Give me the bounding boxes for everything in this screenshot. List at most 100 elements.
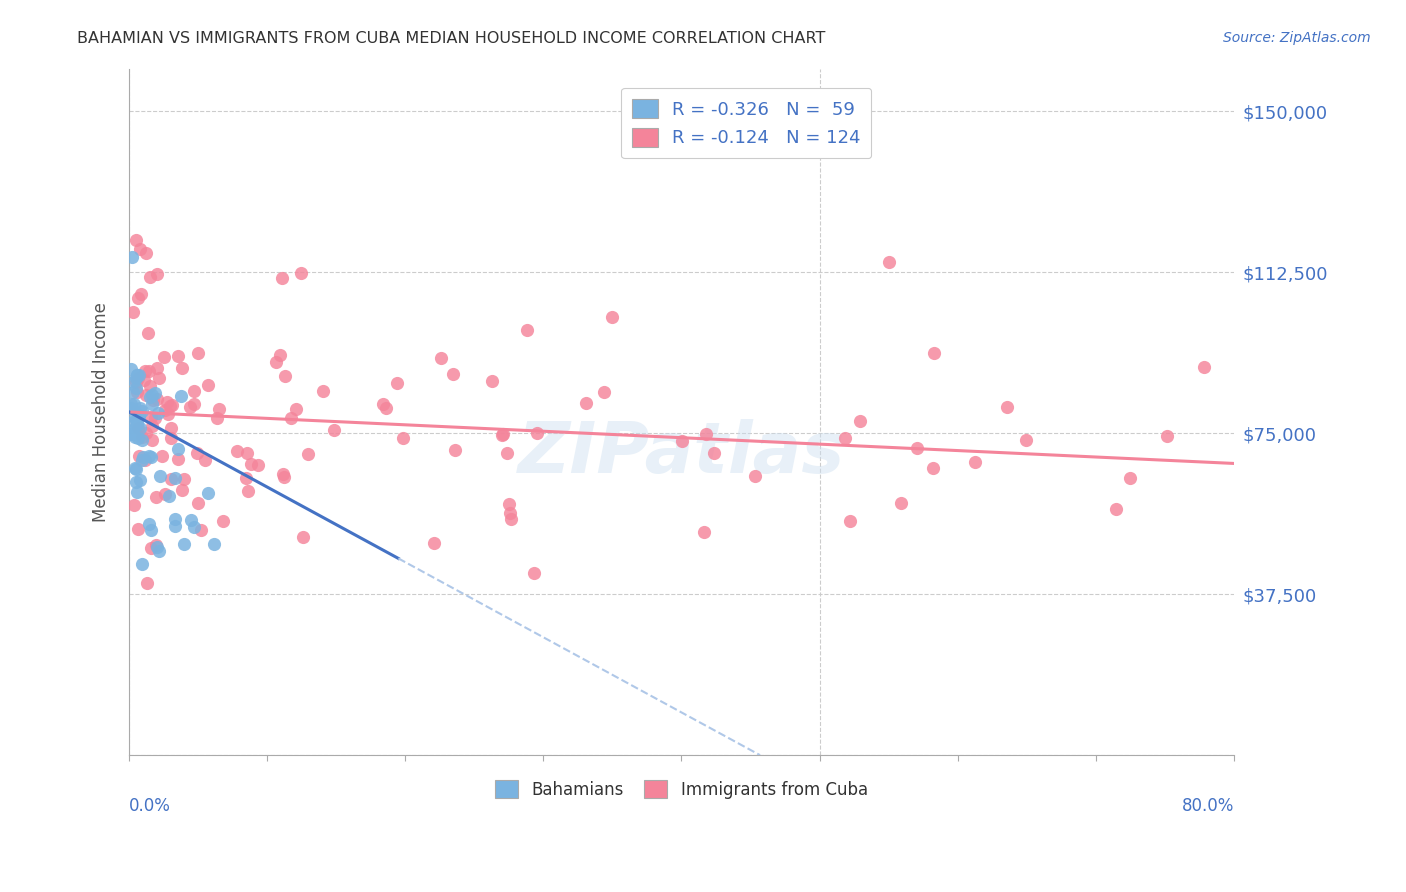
Point — [492, 427, 515, 442]
Point — [877, 254, 900, 268]
Point — [187, 496, 209, 510]
Point — [271, 271, 294, 285]
Point — [311, 384, 333, 399]
Point — [142, 392, 165, 407]
Text: 0.0%: 0.0% — [129, 797, 172, 814]
Point — [269, 348, 291, 362]
Point — [131, 430, 153, 444]
Point — [134, 453, 156, 467]
Point — [128, 409, 150, 423]
Point — [392, 431, 415, 445]
Point — [374, 401, 396, 416]
Point — [1118, 471, 1140, 485]
Point — [744, 469, 766, 483]
Point — [273, 470, 295, 484]
Point — [121, 423, 143, 437]
Point — [156, 395, 179, 409]
Point — [247, 458, 270, 472]
Point — [671, 434, 693, 448]
Point — [124, 498, 146, 512]
Point — [183, 384, 205, 398]
Point — [274, 368, 297, 383]
Point — [905, 441, 928, 455]
Point — [593, 384, 616, 399]
Point — [124, 460, 146, 475]
Point — [139, 390, 162, 404]
Point — [180, 513, 202, 527]
Point — [125, 233, 148, 247]
Point — [122, 427, 145, 442]
Point — [834, 431, 856, 445]
Point — [173, 537, 195, 551]
Point — [285, 401, 308, 416]
Point — [165, 471, 187, 485]
Point — [141, 523, 163, 537]
Point — [186, 446, 208, 460]
Point — [125, 368, 148, 382]
Point — [499, 506, 522, 520]
Point — [297, 447, 319, 461]
Point — [160, 421, 183, 435]
Point — [124, 430, 146, 444]
Point — [122, 385, 145, 400]
Point — [197, 378, 219, 392]
Point — [125, 475, 148, 490]
Point — [441, 367, 464, 381]
Point — [122, 397, 145, 411]
Text: 80.0%: 80.0% — [1181, 797, 1234, 814]
Point — [602, 310, 624, 325]
Point — [495, 446, 517, 460]
Point — [498, 497, 520, 511]
Legend: Bahamians, Immigrants from Cuba: Bahamians, Immigrants from Cuba — [488, 773, 875, 805]
Point — [148, 544, 170, 558]
Point — [139, 450, 162, 464]
Point — [141, 388, 163, 402]
Point — [138, 449, 160, 463]
Y-axis label: Median Household Income: Median Household Income — [93, 302, 110, 522]
Text: BAHAMIAN VS IMMIGRANTS FROM CUBA MEDIAN HOUSEHOLD INCOME CORRELATION CHART: BAHAMIAN VS IMMIGRANTS FROM CUBA MEDIAN … — [77, 31, 825, 46]
Point — [236, 446, 259, 460]
Point — [190, 523, 212, 537]
Point — [120, 427, 142, 442]
Point — [127, 413, 149, 427]
Point — [135, 425, 157, 440]
Point — [963, 455, 986, 469]
Point — [266, 354, 288, 368]
Point — [129, 421, 152, 435]
Point — [124, 410, 146, 425]
Point — [212, 514, 235, 528]
Point — [516, 323, 538, 337]
Point — [145, 538, 167, 552]
Point — [129, 287, 152, 301]
Point — [127, 522, 149, 536]
Point — [170, 360, 193, 375]
Point — [157, 489, 180, 503]
Point — [194, 452, 217, 467]
Point — [120, 397, 142, 411]
Point — [226, 444, 249, 458]
Point — [138, 270, 160, 285]
Point — [165, 518, 187, 533]
Point — [138, 326, 160, 340]
Point — [125, 368, 148, 383]
Point — [148, 370, 170, 384]
Point — [127, 431, 149, 445]
Point — [165, 512, 187, 526]
Point — [197, 485, 219, 500]
Point — [125, 371, 148, 385]
Point — [149, 468, 172, 483]
Point — [138, 364, 160, 378]
Point — [127, 421, 149, 435]
Point — [139, 409, 162, 424]
Point — [134, 364, 156, 378]
Point — [890, 496, 912, 510]
Point — [128, 449, 150, 463]
Point — [235, 471, 257, 485]
Point — [129, 242, 152, 256]
Point — [1156, 429, 1178, 443]
Point — [922, 460, 945, 475]
Point — [183, 397, 205, 411]
Point — [131, 433, 153, 447]
Point — [240, 458, 263, 472]
Point — [995, 400, 1018, 414]
